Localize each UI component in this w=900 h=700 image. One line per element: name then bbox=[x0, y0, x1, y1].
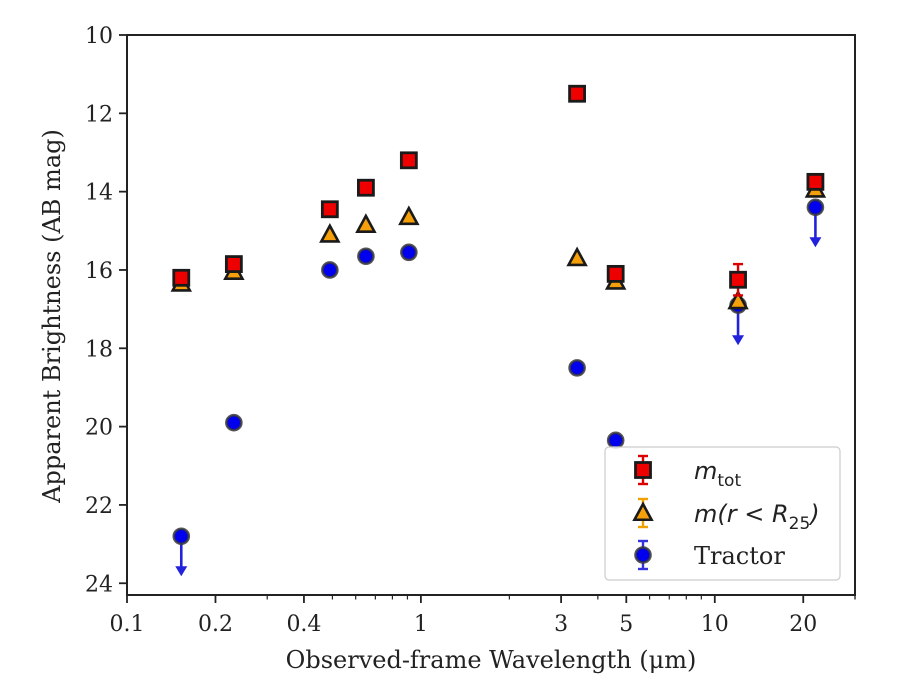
x-tick-label: 0.2 bbox=[198, 612, 233, 637]
legend-label: Tractor bbox=[694, 542, 785, 570]
x-tick-label: 20 bbox=[789, 612, 817, 637]
data-point-circle bbox=[568, 359, 586, 377]
upper-limit-arrowhead bbox=[809, 237, 822, 248]
axis-ticks: 0.1 0.2 0.4 1 3 5 10 20 10 12 14 16 18 20 22 24 bbox=[85, 24, 856, 637]
data-point-square bbox=[357, 178, 375, 197]
y-tick-label: 14 bbox=[85, 181, 113, 206]
legend-label-sub: 25 bbox=[789, 514, 811, 534]
data-point-square bbox=[172, 268, 191, 287]
data-point-triangle bbox=[727, 289, 749, 310]
y-tick-label: 12 bbox=[85, 102, 113, 127]
data-point-circle bbox=[400, 243, 418, 262]
data-point-circle bbox=[357, 247, 375, 266]
data-point-triangle bbox=[398, 205, 420, 226]
data-point-square bbox=[606, 264, 625, 283]
legend-label: mtot bbox=[694, 457, 741, 491]
data-point-triangle bbox=[355, 213, 377, 233]
data-point-triangle bbox=[319, 222, 341, 243]
data-point-square bbox=[224, 255, 243, 273]
legend-box bbox=[604, 446, 841, 581]
data-point-circle bbox=[225, 413, 243, 432]
y-tick-label: 22 bbox=[85, 494, 113, 519]
x-tick-label: 3 bbox=[554, 612, 568, 637]
x-axis-label: Observed-frame Wavelength (μm) bbox=[286, 646, 697, 674]
legend-marker-triangle bbox=[632, 501, 654, 522]
legend-label: m(r < R25) bbox=[694, 500, 820, 534]
legend-marker-square bbox=[634, 461, 652, 479]
plot-frame bbox=[126, 34, 856, 596]
data-point-square bbox=[399, 151, 418, 170]
upper-limit-arrowhead bbox=[732, 335, 745, 346]
x-tick-label: 10 bbox=[701, 612, 729, 637]
legend: mtot m(r < R25) Tractor bbox=[604, 446, 841, 581]
x-tick-label: 5 bbox=[619, 612, 633, 637]
y-tick-label: 18 bbox=[85, 337, 113, 362]
x-tick-label: 1 bbox=[414, 612, 428, 637]
data-point-circle bbox=[606, 431, 625, 450]
data-point-circle bbox=[806, 198, 825, 217]
y-tick-label: 24 bbox=[85, 572, 113, 597]
y-axis-label: Apparent Brightness (AB mag) bbox=[38, 129, 66, 504]
x-tick-label: 0.4 bbox=[286, 612, 321, 637]
legend-label-suffix: ) bbox=[808, 500, 819, 528]
legend-label-main: m(r < R bbox=[694, 500, 789, 528]
y-tick-label: 10 bbox=[85, 24, 113, 49]
data-point-circle bbox=[172, 527, 191, 546]
y-tick-label: 20 bbox=[85, 416, 113, 441]
legend-label-main: m bbox=[694, 457, 717, 485]
legend-marker-circle bbox=[634, 546, 652, 564]
data-point-square bbox=[806, 172, 825, 191]
data-marks bbox=[170, 84, 827, 577]
x-tick-label: 0.1 bbox=[110, 612, 145, 637]
upper-limit-arrowhead bbox=[175, 566, 188, 577]
data-point-square bbox=[568, 84, 586, 103]
legend-label-sub: tot bbox=[717, 471, 741, 491]
data-point-triangle bbox=[566, 246, 588, 267]
data-point-circle bbox=[321, 261, 339, 279]
data-point-square bbox=[729, 270, 747, 289]
y-tick-label: 16 bbox=[85, 259, 113, 284]
data-point-square bbox=[320, 200, 339, 219]
